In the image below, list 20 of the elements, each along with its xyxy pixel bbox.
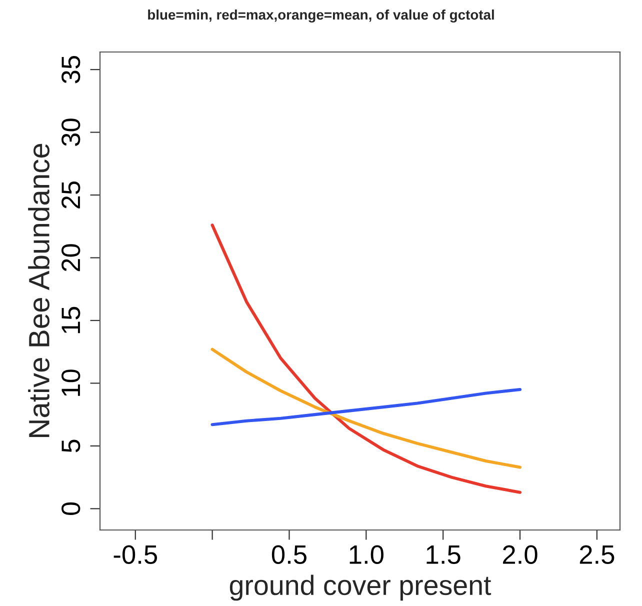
x-tick-label: 2.5 — [580, 545, 614, 564]
x-tick-label: 1.0 — [350, 545, 384, 564]
y-tick-label: 35 — [62, 56, 80, 84]
x-tick-label: 1.5 — [426, 546, 460, 564]
chart-title: blue=min, red=max,orange=mean, of value of gctotal — [148, 9, 494, 23]
y-tick-label: 10 — [62, 370, 80, 396]
y-tick-label: 15 — [62, 306, 80, 334]
line-series — [210, 348, 522, 469]
y-axis-title: Native Bee Abundance — [28, 144, 50, 437]
x-tick-label: 0.5 — [272, 545, 306, 564]
x-tick-label: 2.0 — [502, 545, 538, 564]
y-tick-label: 0 — [62, 502, 80, 515]
y-tick-label: 5 — [62, 440, 80, 452]
line-series — [210, 388, 522, 426]
y-tick-label: 25 — [62, 181, 80, 208]
y-tick-label: 30 — [62, 118, 80, 146]
line-series — [210, 224, 522, 494]
x-axis-title: ground cover present — [230, 574, 492, 601]
y-tick-label: 20 — [62, 244, 80, 272]
x-tick-label: -0.5 — [114, 545, 158, 564]
